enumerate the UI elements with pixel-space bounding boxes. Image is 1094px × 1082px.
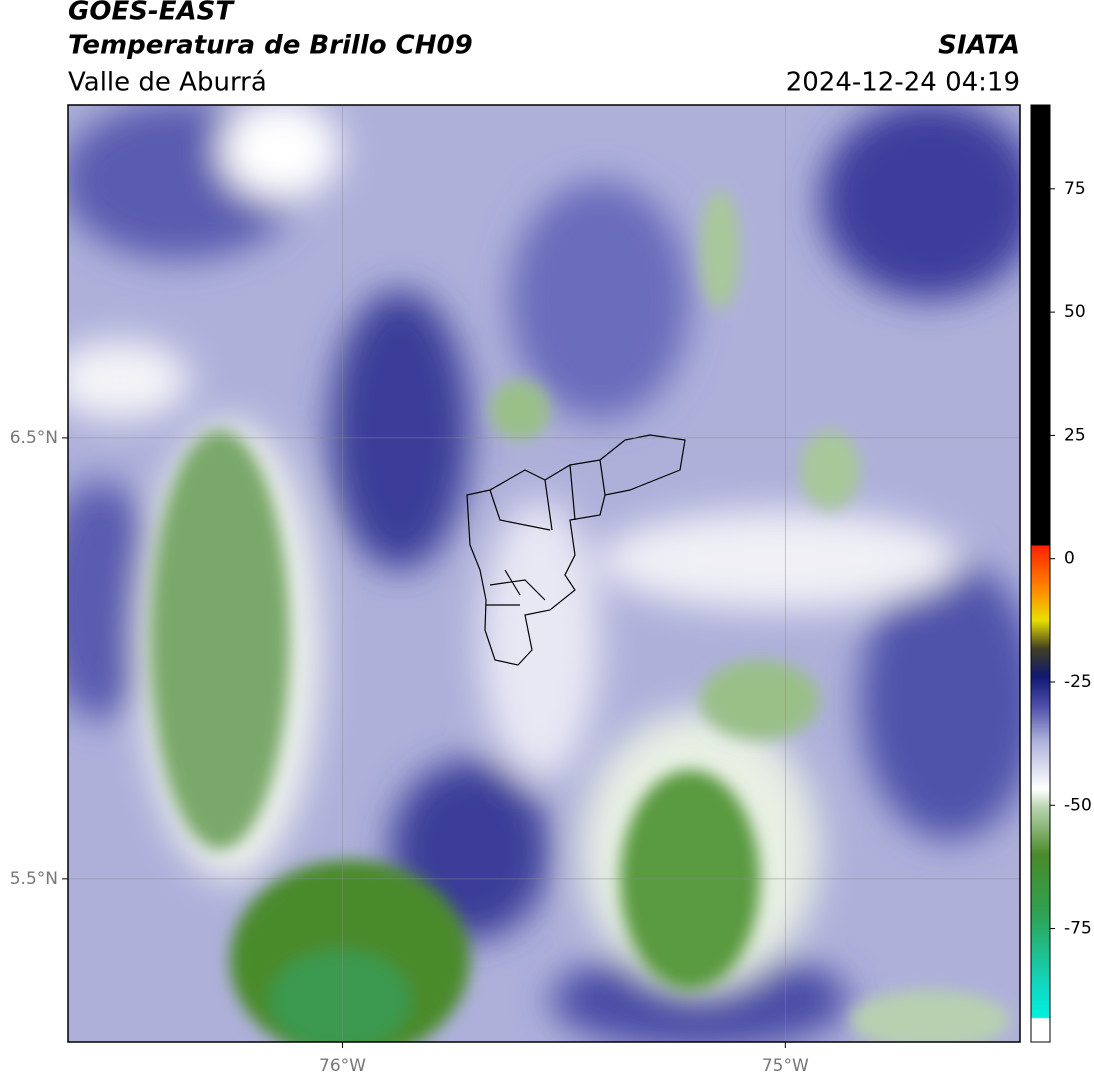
x-tick-label: 76°W <box>319 1056 366 1076</box>
satellite-image <box>68 105 1020 1042</box>
subtitle: Temperatura de Brillo CH09 <box>68 31 473 61</box>
region: Valle de Aburrá <box>68 68 267 98</box>
colorbar-tick-label: -50 <box>1064 795 1092 815</box>
x-tick-label: 75°W <box>762 1056 809 1076</box>
colorbar-tick-label: -75 <box>1064 919 1092 939</box>
y-tick-label: 6.5°N <box>10 428 58 448</box>
y-tick-label: 5.5°N <box>10 869 58 889</box>
datetime: 2024-12-24 04:19 <box>786 68 1020 98</box>
colorbar-tick-label: 75 <box>1064 179 1086 199</box>
source: SIATA <box>938 31 1020 61</box>
title: GOES-EAST <box>68 0 235 27</box>
colorbar <box>1030 104 1051 1043</box>
colorbar-tick-label: 0 <box>1064 549 1075 569</box>
colorbar-tick-label: -25 <box>1064 672 1092 692</box>
colorbar-tick-label: 50 <box>1064 302 1086 322</box>
colorbar-tick-label: 25 <box>1064 425 1086 445</box>
map-frame <box>67 104 1021 1043</box>
municipal-borders <box>466 434 686 666</box>
